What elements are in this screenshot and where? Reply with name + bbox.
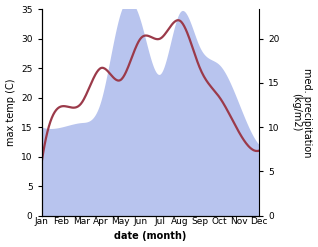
Y-axis label: med. precipitation
(kg/m2): med. precipitation (kg/m2) (291, 67, 313, 157)
Y-axis label: max temp (C): max temp (C) (5, 79, 16, 146)
X-axis label: date (month): date (month) (114, 231, 187, 242)
